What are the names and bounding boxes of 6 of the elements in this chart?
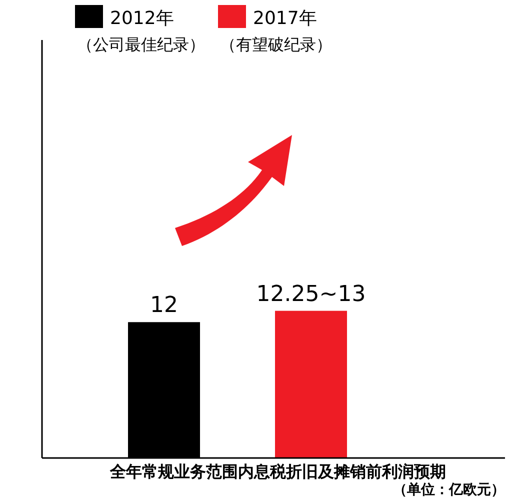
data-label: 12.25~13 (256, 282, 366, 307)
data-label: 12 (150, 293, 178, 318)
text: （单位：亿欧元） (393, 482, 505, 497)
legend-label: 2017年（有望破纪录） (220, 8, 332, 54)
x-axis-title: 全年常规业务范围内息税折旧及摊销前利润预期 (109, 462, 446, 481)
legend-label: 2012年（公司最佳纪录） (77, 8, 205, 54)
